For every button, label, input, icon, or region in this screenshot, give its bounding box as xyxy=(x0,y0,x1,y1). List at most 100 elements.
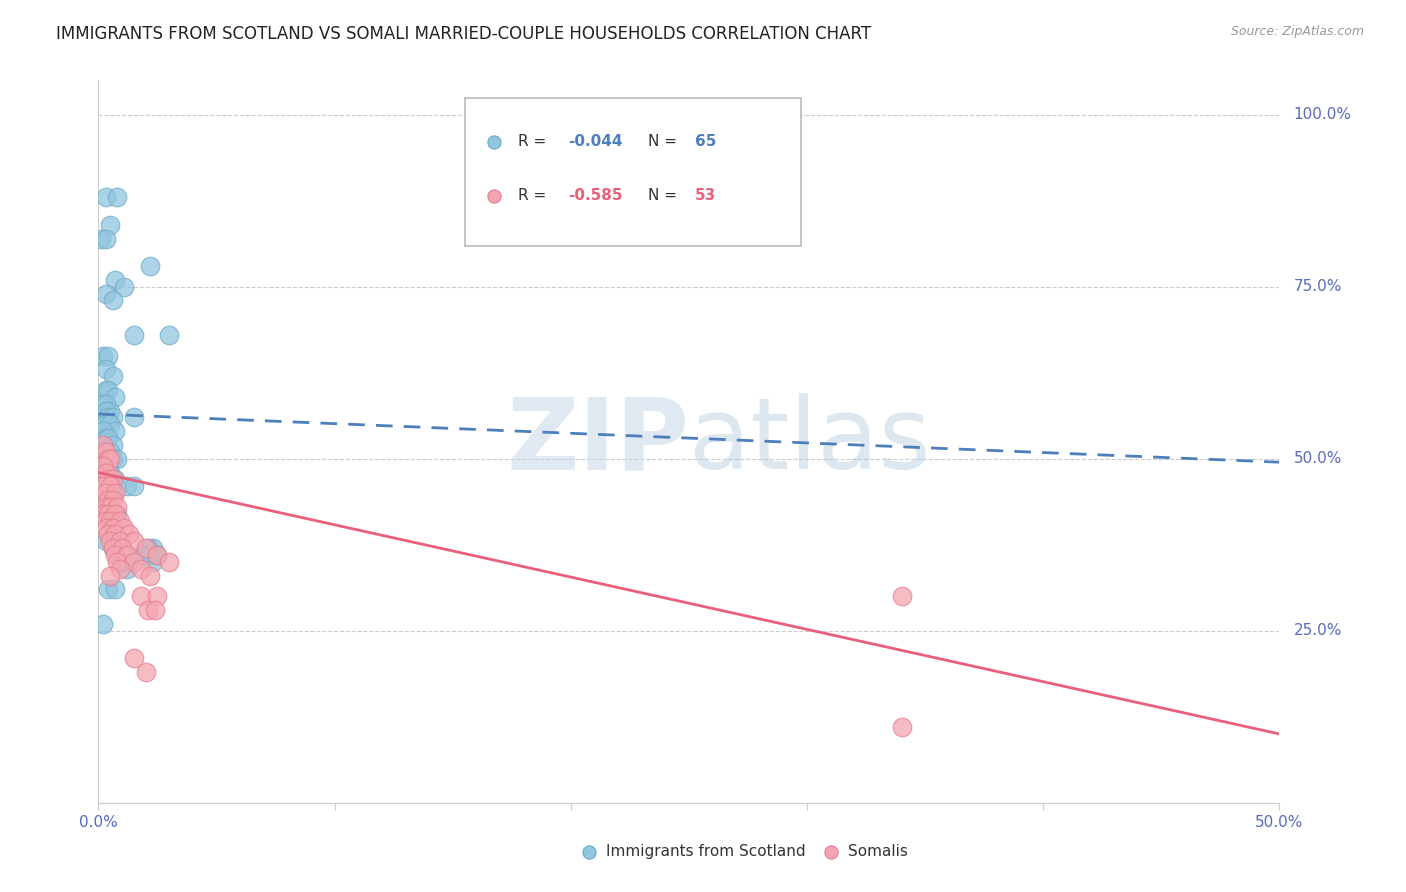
Text: R =: R = xyxy=(517,134,551,149)
Text: 65: 65 xyxy=(695,134,716,149)
Point xyxy=(111,555,134,569)
Text: 25.0%: 25.0% xyxy=(1294,624,1341,639)
Text: -0.585: -0.585 xyxy=(568,188,623,203)
Point xyxy=(94,397,117,411)
Point xyxy=(91,445,114,459)
Point xyxy=(91,349,114,363)
Point xyxy=(104,507,127,521)
Point xyxy=(101,493,124,508)
Point xyxy=(91,438,114,452)
Point xyxy=(115,479,138,493)
Point xyxy=(104,486,127,500)
Point xyxy=(98,568,121,582)
Point xyxy=(129,562,152,576)
Point xyxy=(136,548,159,562)
Point xyxy=(94,286,117,301)
Point xyxy=(136,541,159,556)
Text: 75.0%: 75.0% xyxy=(1294,279,1341,294)
Point xyxy=(146,590,169,604)
Point xyxy=(97,507,120,521)
Point xyxy=(146,548,169,562)
Point xyxy=(94,500,117,514)
Point xyxy=(91,458,114,473)
Point xyxy=(97,493,120,508)
Point xyxy=(105,190,128,204)
Point xyxy=(98,479,121,493)
Point xyxy=(98,514,121,528)
Point xyxy=(98,218,121,232)
Text: R =: R = xyxy=(517,188,551,203)
Point xyxy=(97,472,120,486)
Point xyxy=(135,541,157,556)
Point xyxy=(91,397,114,411)
Point xyxy=(91,616,114,631)
Point xyxy=(101,438,124,452)
Point xyxy=(111,541,134,556)
Point xyxy=(94,500,117,514)
Text: Source: ZipAtlas.com: Source: ZipAtlas.com xyxy=(1230,25,1364,38)
Point xyxy=(101,472,124,486)
Point xyxy=(108,514,131,528)
Point xyxy=(91,507,114,521)
Point xyxy=(105,451,128,466)
Point xyxy=(98,451,121,466)
Point xyxy=(104,424,127,438)
Point xyxy=(122,479,145,493)
Point xyxy=(94,445,117,459)
Point xyxy=(101,541,124,556)
Point xyxy=(90,231,112,245)
Point xyxy=(122,327,145,342)
Point xyxy=(97,383,120,397)
Point xyxy=(94,190,117,204)
Point xyxy=(105,507,128,521)
Point xyxy=(98,403,121,417)
Text: IMMIGRANTS FROM SCOTLAND VS SOMALI MARRIED-COUPLE HOUSEHOLDS CORRELATION CHART: IMMIGRANTS FROM SCOTLAND VS SOMALI MARRI… xyxy=(56,25,872,43)
Point xyxy=(94,403,117,417)
FancyBboxPatch shape xyxy=(464,98,801,246)
Point xyxy=(879,166,901,180)
Point xyxy=(104,548,127,562)
Point xyxy=(122,410,145,425)
Text: 53: 53 xyxy=(695,188,716,203)
Point xyxy=(1067,842,1090,856)
Point xyxy=(101,541,124,556)
Point xyxy=(101,486,124,500)
Point xyxy=(146,548,169,562)
Point xyxy=(94,231,117,245)
Point xyxy=(129,590,152,604)
Point xyxy=(122,651,145,665)
Text: N =: N = xyxy=(648,134,682,149)
Text: N =: N = xyxy=(648,188,682,203)
Point xyxy=(139,259,162,273)
Point xyxy=(94,472,117,486)
Point xyxy=(94,520,117,534)
Point xyxy=(97,451,120,466)
Point xyxy=(105,555,128,569)
Point xyxy=(142,555,165,569)
Point xyxy=(94,383,117,397)
Point xyxy=(94,417,117,432)
Text: Immigrants from Scotland: Immigrants from Scotland xyxy=(606,845,806,859)
Point xyxy=(101,369,124,384)
Point xyxy=(94,458,117,473)
Point xyxy=(98,466,121,480)
Point xyxy=(112,279,135,293)
Point xyxy=(97,349,120,363)
Point xyxy=(104,582,127,597)
Point xyxy=(136,603,159,617)
Point xyxy=(112,520,135,534)
Point xyxy=(129,548,152,562)
Text: 100.0%: 100.0% xyxy=(1294,107,1351,122)
Point xyxy=(94,362,117,376)
Text: Somalis: Somalis xyxy=(848,845,908,859)
Point xyxy=(91,479,114,493)
Point xyxy=(94,431,117,445)
Point xyxy=(98,500,121,514)
Point xyxy=(104,527,127,541)
Point xyxy=(97,410,120,425)
Point xyxy=(98,500,121,514)
Point xyxy=(108,562,131,576)
Point xyxy=(115,548,138,562)
Point xyxy=(101,451,124,466)
Point xyxy=(94,514,117,528)
